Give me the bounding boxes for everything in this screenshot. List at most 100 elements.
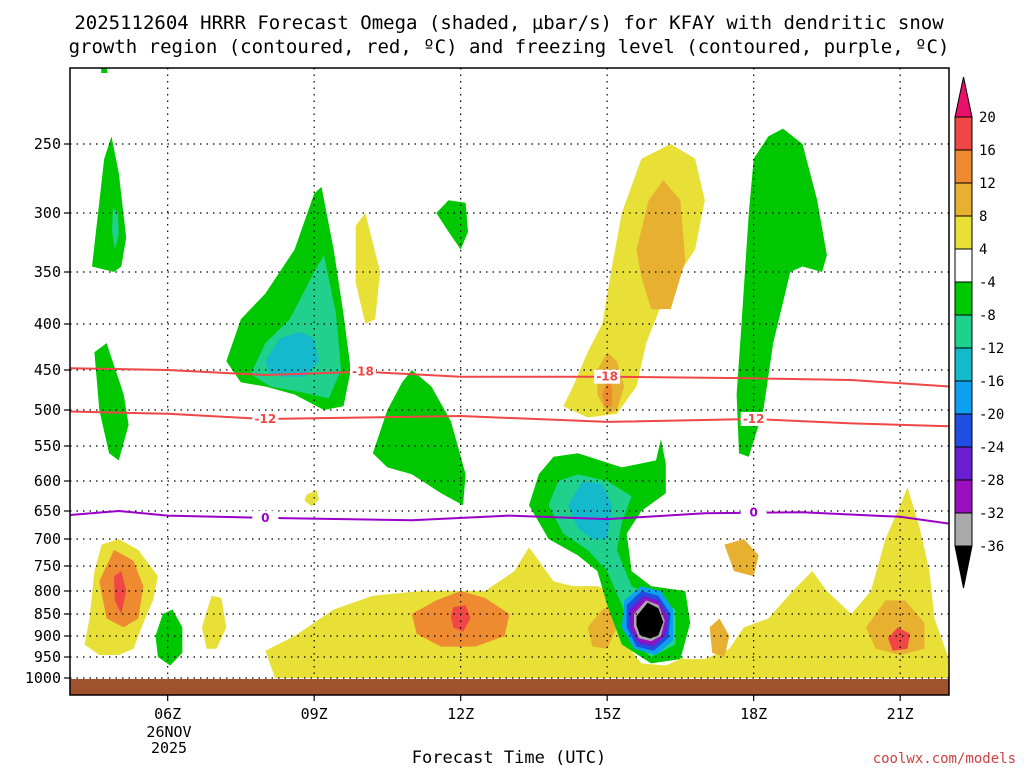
y-tick-label-500: 500 (34, 401, 61, 419)
colorbar-label--32: -32 (979, 506, 1004, 522)
colorbar-label-16: 16 (979, 143, 996, 159)
colorbar-bottom-arrow (954, 545, 973, 589)
y-tick-label-1000: 1000 (25, 669, 61, 687)
contour-label-bg--18-1 (594, 369, 621, 384)
upper-teal-core (112, 207, 119, 250)
orange-core-17z-low (709, 618, 730, 657)
y-tick-label-700: 700 (34, 530, 61, 548)
omega-shading (84, 68, 949, 678)
strong-descent-core (636, 602, 664, 639)
contour-label-bg-0-0 (252, 510, 279, 525)
y-axis-ticks: 250 300 350 400 450 500 550 600 650 700 750 800 850 9… (25, 135, 70, 687)
colorbar-seg-lb (954, 380, 973, 415)
orange-core-17z (724, 539, 759, 577)
colorbar-label-4: 4 (979, 242, 987, 258)
colorbar-label--20: -20 (979, 407, 1004, 423)
y-tick-label-250: 250 (34, 135, 61, 153)
orange-core-16z (636, 180, 686, 310)
colorbar-seg-y (954, 215, 973, 250)
chart-title-line2: growth region (contoured, red, ºC) and f… (69, 36, 950, 58)
colorbar-seg-p (954, 479, 973, 514)
contour-line--18 (69, 367, 950, 388)
chart-title-line1: 2025112604 HRRR Forecast Omega (shaded, … (74, 12, 944, 34)
x-tick-label-18Z: 18Z (740, 705, 767, 723)
x-tick-label-09Z: 09Z (301, 705, 328, 723)
colorbar-seg-w (954, 248, 973, 283)
contour-label-bg-0-1 (740, 505, 767, 520)
colorbar-seg-gr (954, 512, 973, 547)
top-green-sliver (101, 68, 108, 73)
upper-green-plume (92, 136, 127, 272)
y-tick-label-550: 550 (34, 437, 61, 455)
colorbar-label-20: 20 (979, 110, 996, 126)
date-line2: 2025 (151, 739, 187, 757)
plot-frame (69, 67, 950, 696)
yellow-dot-09z (304, 490, 319, 507)
temperature-contours: -18 -18 -12 -12 0 0 (69, 364, 950, 525)
contour-label-0-0: 0 (261, 511, 269, 525)
y-tick-label-900: 900 (34, 627, 61, 645)
y-tick-label-850: 850 (34, 605, 61, 623)
y-tick-label-450: 450 (34, 361, 61, 379)
colorbar-seg-b (954, 413, 973, 448)
red-core-21z (888, 627, 910, 651)
x-axis-ticks: 06Z 09Z 12Z 15Z 18Z 21Z (154, 695, 914, 723)
yellow-sliver-300 (355, 213, 381, 324)
date-line1: 26NOV (146, 723, 191, 741)
colorbar-label-12: 12 (979, 176, 996, 192)
contour-line--12 (69, 410, 950, 428)
green-blob-11z (372, 370, 466, 506)
x-tick-label-06Z: 06Z (154, 705, 181, 723)
ground-strip (70, 679, 949, 695)
colorbar-label--4: -4 (979, 275, 996, 291)
cyan-plume-15z (568, 481, 612, 539)
credit-text: coolwx.com/models (873, 751, 1016, 767)
colorbar-seg-tg (954, 314, 973, 349)
colorbar: 20 16 12 8 4 -4 -8 -12 -16 -20 -24 -28 -32 -36 (954, 76, 1004, 589)
colorbar-label-8: 8 (979, 209, 987, 225)
x-axis-label: Forecast Time (UTC) (412, 748, 606, 768)
contour-line-0 (69, 509, 950, 525)
red-core-05z (114, 571, 127, 614)
colorbar-seg-v (954, 446, 973, 481)
y-tick-label-350: 350 (34, 263, 61, 281)
colorbar-label--8: -8 (979, 308, 996, 324)
y-tick-label-650: 650 (34, 502, 61, 520)
colorbar-label--24: -24 (979, 440, 1004, 456)
mid-cyan-core (265, 331, 319, 377)
contour-label-bg--12-0 (252, 411, 279, 426)
x-tick-label-12Z: 12Z (447, 705, 474, 723)
colorbar-top-arrow (954, 76, 973, 118)
upper-green-plume-low (94, 343, 129, 461)
y-tick-label-400: 400 (34, 315, 61, 333)
contour-label-bg--18-0 (350, 364, 376, 379)
green-dot-12z (436, 200, 468, 250)
lower-yellow-07z (201, 595, 227, 649)
red-core-12z (450, 605, 471, 632)
colorbar-seg-r (954, 116, 973, 151)
colorbar-seg-t (954, 347, 973, 382)
contour-label--18-0: -18 (352, 365, 374, 379)
contour-label--18-1: -18 (596, 370, 618, 384)
colorbar-label--36: -36 (979, 539, 1004, 555)
y-tick-label-800: 800 (34, 582, 61, 600)
x-tick-label-21Z: 21Z (887, 705, 914, 723)
colorbar-seg-o2 (954, 149, 973, 184)
colorbar-seg-o1 (954, 182, 973, 217)
contour-label--12-1: -12 (743, 412, 765, 426)
y-tick-label-950: 950 (34, 648, 61, 666)
green-dot-07z (155, 609, 183, 666)
y-tick-label-600: 600 (34, 472, 61, 490)
y-tick-label-750: 750 (34, 557, 61, 575)
y-tick-label-300: 300 (34, 204, 61, 222)
colorbar-label--12: -12 (979, 341, 1004, 357)
x-tick-label-15Z: 15Z (594, 705, 621, 723)
green-tower-18z (736, 128, 827, 457)
contour-label--12-0: -12 (254, 412, 276, 426)
contour-label-0-1: 0 (749, 506, 757, 520)
colorbar-seg-g (954, 281, 973, 316)
colorbar-label--16: -16 (979, 374, 1004, 390)
orange-core-15z-low (587, 605, 617, 649)
contour-label-bg--12-1 (740, 411, 767, 426)
